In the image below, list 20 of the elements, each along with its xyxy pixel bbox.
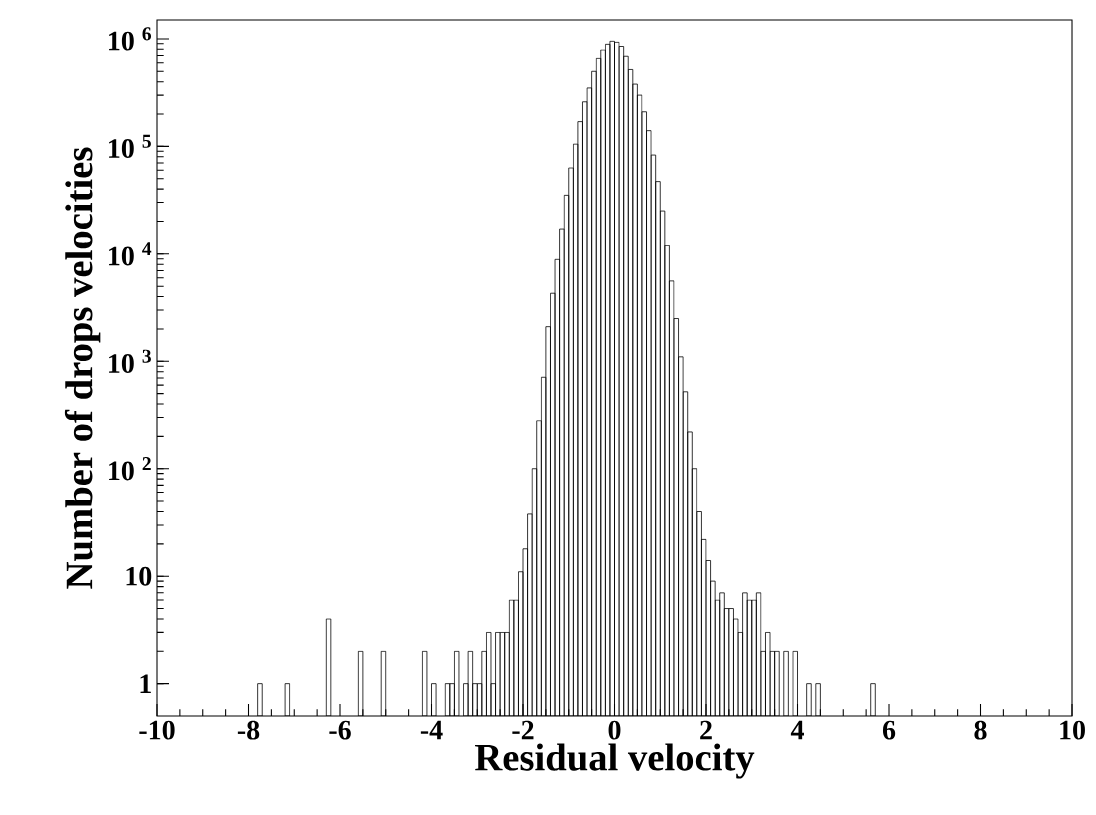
x-tick-label: -4 bbox=[420, 720, 443, 740]
x-tick-label: 2 bbox=[700, 720, 712, 740]
y-axis-title: Number of drops velocities bbox=[64, 147, 101, 589]
y-tick-label: 10 $^{5}$ bbox=[109, 134, 151, 158]
x-tick-label: 6 bbox=[882, 720, 896, 740]
y-tick-label: 10 $^{6}$ bbox=[109, 27, 152, 51]
y-tick-label: 10 bbox=[126, 566, 152, 586]
y-tick-label: 1 bbox=[140, 674, 151, 693]
x-tick-label: -6 bbox=[329, 720, 351, 740]
x-tick-label: 4 bbox=[790, 720, 804, 740]
x-tick-label: 10 bbox=[1060, 720, 1085, 740]
x-tick-label: -2 bbox=[512, 720, 534, 740]
x-tick-label: -10 bbox=[139, 720, 175, 740]
x-axis-title: Residual velocity bbox=[475, 743, 755, 779]
x-tick-label: 8 bbox=[974, 720, 987, 740]
x-tick-label: -8 bbox=[237, 720, 260, 740]
y-tick-label: 10 $^{3}$ bbox=[109, 349, 151, 373]
x-tick-label: 0 bbox=[608, 720, 621, 740]
y-tick-label: 10 $^{2}$ bbox=[109, 457, 151, 481]
y-tick-label: 10 $^{4}$ bbox=[109, 242, 152, 266]
